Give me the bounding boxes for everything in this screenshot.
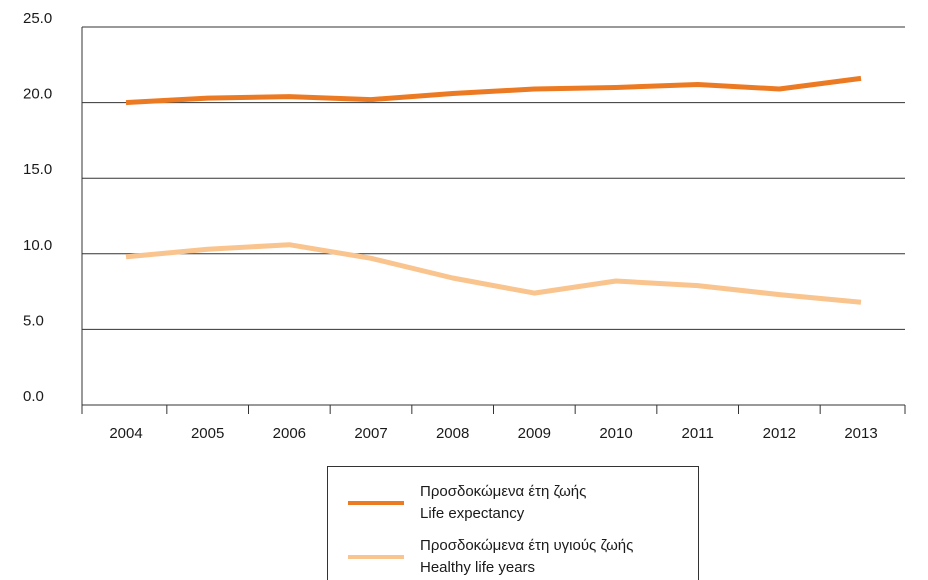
x-tick-label: 2005 [191, 425, 224, 442]
legend-item-life-expectancy: Προσδοκώμενα έτη ζωής Life expectancy [328, 481, 698, 525]
y-tick-label: 25.0 [23, 10, 52, 27]
y-tick-label: 0.0 [23, 388, 44, 405]
legend-label-english: Healthy life years [420, 559, 536, 576]
y-tick-label: 15.0 [23, 161, 52, 178]
x-tick-label: 2004 [109, 425, 142, 442]
x-tick-label: 2008 [436, 425, 469, 442]
x-tick-label: 2011 [682, 425, 714, 442]
chart-legend: Προσδοκώμενα έτη ζωής Life expectancy Πρ… [327, 466, 699, 580]
legend-swatch-life-expectancy [348, 501, 404, 505]
legend-label-greek: Προσδοκώμενα έτη υγιούς ζωής [420, 537, 634, 554]
series-line-1 [125, 242, 862, 305]
y-tick-label: 10.0 [23, 237, 52, 254]
gridlines [81, 26, 905, 405]
legend-label-greek: Προσδοκώμενα έτη ζωής [420, 483, 587, 500]
y-axis-tick-labels: 0.0 5.0 10.0 15.0 20.0 25.0 [23, 10, 52, 405]
x-tick-label: 2009 [518, 425, 551, 442]
x-tick-label: 2006 [273, 425, 306, 442]
series-line-0 [125, 75, 862, 106]
x-tick-label: 2012 [763, 425, 796, 442]
x-tick-label: 2013 [844, 425, 877, 442]
y-tick-label: 20.0 [23, 86, 52, 103]
x-tick-label: 2010 [599, 425, 632, 442]
y-tick-label: 5.0 [23, 312, 44, 329]
legend-swatch-healthy-life-years [348, 555, 404, 559]
legend-label-english: Life expectancy [420, 505, 525, 522]
x-tick-label: 2007 [354, 425, 387, 442]
legend-item-healthy-life-years: Προσδοκώμενα έτη υγιούς ζωής Healthy lif… [328, 535, 698, 579]
series-lines [125, 75, 862, 305]
x-axis: 2004 2005 2006 2007 2008 2009 2010 2011 2012 2013 [81, 404, 906, 442]
